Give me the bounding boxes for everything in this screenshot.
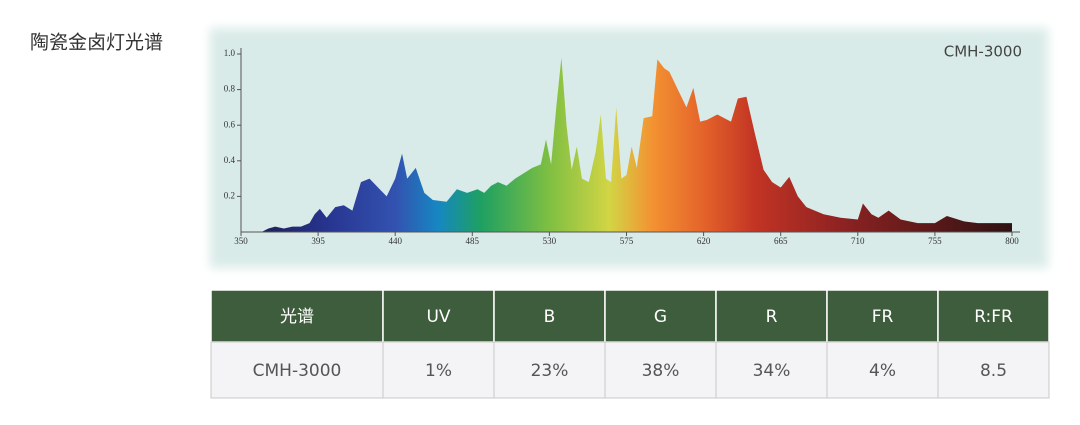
header-text: G: [654, 307, 667, 327]
header-cell: [210, 289, 384, 343]
page-title: 陶瓷金卤灯光谱: [30, 32, 163, 54]
cell-text: 38%: [642, 361, 680, 381]
x-tick-label: 800: [1005, 236, 1019, 246]
x-tick-label: 665: [774, 236, 788, 246]
x-tick-label: 710: [851, 236, 865, 246]
header-text: 光谱: [280, 307, 314, 327]
header-text: FR: [872, 307, 894, 327]
series-label: CMH-3000: [944, 43, 1022, 61]
x-tick-label: 755: [928, 236, 942, 246]
header-text: B: [544, 307, 556, 327]
table-cell: [937, 341, 1050, 399]
cell-text: 23%: [531, 361, 569, 381]
table-cell: [210, 341, 384, 399]
header-text: R:FR: [974, 307, 1013, 327]
cell-text: 1%: [425, 361, 452, 381]
x-tick-label: 395: [311, 236, 325, 246]
cell-text: 8.5: [980, 361, 1007, 381]
spectrum-area: [261, 57, 1012, 233]
header-cell: [493, 289, 606, 343]
header-cell: [715, 289, 828, 343]
cell-text: 4%: [869, 361, 896, 381]
x-tick-label: 440: [388, 236, 402, 246]
cell-text: 34%: [753, 361, 791, 381]
table-cell: [715, 341, 828, 399]
cell-text: CMH-3000: [253, 361, 342, 381]
header-text: R: [766, 307, 778, 327]
y-tick-label: 0.2: [224, 190, 235, 200]
header-cell: [937, 289, 1050, 343]
x-tick-label: 575: [620, 236, 634, 246]
y-tick-label: 0.8: [224, 84, 236, 94]
y-tick-label: 0.4: [224, 155, 236, 165]
x-tick-label: 350: [234, 236, 248, 246]
table-cell: [382, 341, 495, 399]
y-tick-label: 1.0: [224, 48, 236, 58]
x-tick-label: 530: [543, 236, 557, 246]
table-cell: [826, 341, 939, 399]
header-text: UV: [426, 307, 450, 327]
y-tick-label: 0.6: [224, 119, 236, 129]
table-cell: [604, 341, 717, 399]
x-tick-label: 620: [697, 236, 711, 246]
x-tick-label: 485: [466, 236, 480, 246]
